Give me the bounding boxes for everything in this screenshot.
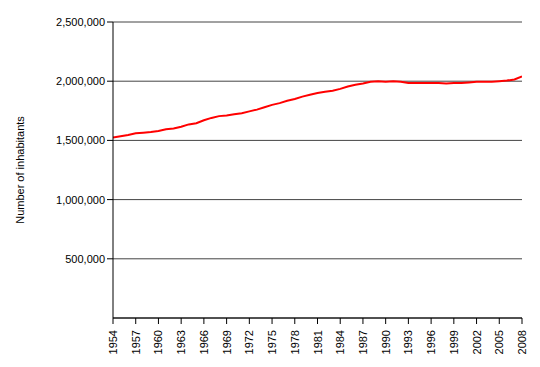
- svg-text:2002: 2002: [471, 330, 483, 354]
- svg-text:2005: 2005: [493, 330, 505, 354]
- svg-text:1999: 1999: [448, 330, 460, 354]
- svg-text:1972: 1972: [243, 330, 255, 354]
- svg-text:2,000,000: 2,000,000: [56, 75, 105, 87]
- svg-text:1966: 1966: [198, 330, 210, 354]
- svg-text:1975: 1975: [266, 330, 278, 354]
- svg-text:1984: 1984: [334, 330, 346, 354]
- svg-text:1954: 1954: [107, 330, 119, 354]
- svg-text:500,000: 500,000: [65, 253, 105, 265]
- svg-text:Number of inhabitants: Number of inhabitants: [14, 116, 26, 224]
- svg-text:1969: 1969: [221, 330, 233, 354]
- svg-text:1981: 1981: [312, 330, 324, 354]
- svg-text:1993: 1993: [402, 330, 414, 354]
- svg-text:1996: 1996: [425, 330, 437, 354]
- svg-text:2,500,000: 2,500,000: [56, 16, 105, 28]
- svg-text:1990: 1990: [380, 330, 392, 354]
- svg-text:2008: 2008: [516, 330, 528, 354]
- svg-text:1,000,000: 1,000,000: [56, 194, 105, 206]
- svg-text:1963: 1963: [175, 330, 187, 354]
- svg-text:1987: 1987: [357, 330, 369, 354]
- svg-text:1960: 1960: [152, 330, 164, 354]
- svg-text:1957: 1957: [130, 330, 142, 354]
- svg-text:1,500,000: 1,500,000: [56, 134, 105, 146]
- svg-text:1978: 1978: [289, 330, 301, 354]
